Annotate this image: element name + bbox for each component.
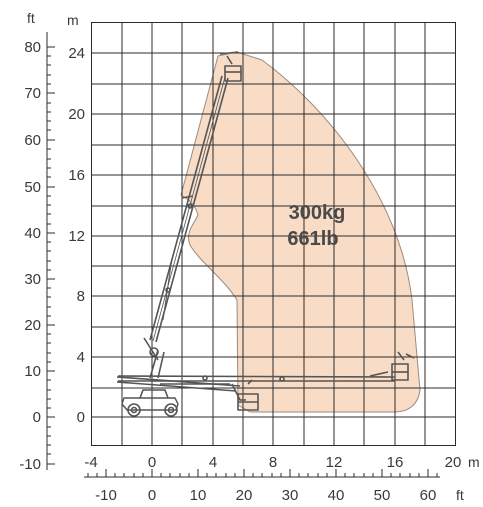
capacity-metric-label: 300kg [289, 202, 346, 224]
working-envelope [180, 51, 421, 413]
outreach-ft-tick: 20 [236, 487, 253, 504]
height-ft-tick: 70 [24, 85, 41, 102]
outreach-m-tick: 16 [387, 454, 404, 471]
left-inner-unit: m [67, 12, 79, 28]
outreach-ft-tick: 10 [190, 487, 207, 504]
height-ft-tick: 20 [24, 317, 41, 334]
outreach-ft-tick: 30 [282, 487, 299, 504]
outreach-ft-tick-labels: -10 0 10 20 30 40 50 60 [95, 487, 436, 504]
height-m-tick: 16 [68, 167, 85, 184]
height-m-tick: 20 [68, 106, 85, 123]
feet-outreach-scale [84, 469, 440, 478]
outreach-ft-tick: 60 [420, 487, 437, 504]
capacity-imperial-label: 661lb [287, 228, 338, 250]
height-ft-tick: 80 [24, 39, 41, 56]
height-ft-tick-labels: -10 0 10 20 30 40 50 60 70 80 [19, 39, 41, 473]
grid [91, 22, 456, 446]
height-ft-tick: 50 [24, 179, 41, 196]
outreach-ft-tick: 0 [148, 487, 156, 504]
outreach-ft-tick: 40 [328, 487, 345, 504]
height-m-tick: 0 [77, 409, 85, 426]
outreach-m-tick: 12 [326, 454, 343, 471]
bottom-outer-unit: ft [456, 487, 464, 503]
outreach-m-tick-labels: -4 0 4 8 12 16 20 [84, 454, 461, 471]
outreach-m-tick: 8 [269, 454, 277, 471]
left-outer-unit: ft [27, 10, 35, 26]
height-ft-tick: 10 [24, 363, 41, 380]
height-ft-tick: -10 [19, 456, 41, 473]
height-ft-tick: 30 [24, 271, 41, 288]
height-m-tick: 24 [68, 45, 85, 62]
outreach-ft-tick: -10 [95, 487, 117, 504]
height-ft-tick: 0 [33, 409, 41, 426]
feet-height-scale [46, 32, 55, 470]
outreach-m-tick: 20 [445, 454, 462, 471]
height-m-tick: 12 [68, 228, 85, 245]
height-ft-tick: 60 [24, 132, 41, 149]
outreach-ft-tick: 50 [374, 487, 391, 504]
outreach-m-tick: -4 [84, 454, 97, 471]
bottom-inner-unit: m [468, 454, 480, 470]
height-m-tick-labels: 0 4 8 12 16 20 24 [68, 45, 85, 426]
boom-lift-machine [116, 51, 415, 417]
outreach-m-tick: 4 [209, 454, 217, 471]
height-ft-tick: 40 [24, 225, 41, 242]
outreach-m-tick: 0 [148, 454, 156, 471]
height-m-tick: 4 [77, 349, 85, 366]
height-m-tick: 8 [77, 288, 85, 305]
